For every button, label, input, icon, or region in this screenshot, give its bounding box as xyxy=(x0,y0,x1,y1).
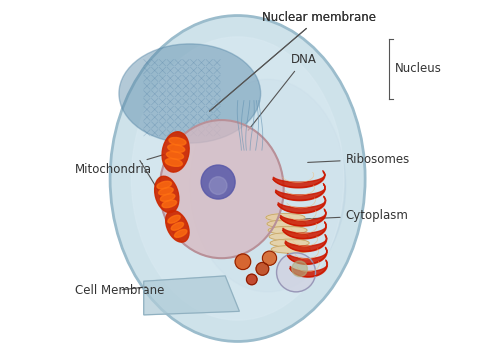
Ellipse shape xyxy=(110,16,365,341)
Circle shape xyxy=(235,254,250,270)
Ellipse shape xyxy=(158,187,173,195)
Text: Mitochondria: Mitochondria xyxy=(74,155,164,176)
Text: Nucleus: Nucleus xyxy=(395,62,442,75)
Ellipse shape xyxy=(169,137,186,145)
Text: Nuclear membrane: Nuclear membrane xyxy=(210,11,376,111)
Ellipse shape xyxy=(174,230,187,237)
Text: DNA: DNA xyxy=(248,53,316,130)
Ellipse shape xyxy=(190,79,346,292)
Circle shape xyxy=(292,261,308,277)
Circle shape xyxy=(246,274,257,285)
Ellipse shape xyxy=(132,37,344,320)
Text: Cytoplasm: Cytoplasm xyxy=(300,209,408,222)
Ellipse shape xyxy=(168,215,180,223)
Text: Ribosomes: Ribosomes xyxy=(308,152,410,166)
Ellipse shape xyxy=(154,176,179,213)
Ellipse shape xyxy=(267,220,306,228)
Ellipse shape xyxy=(269,233,308,241)
Ellipse shape xyxy=(166,211,189,242)
Ellipse shape xyxy=(166,151,184,159)
Text: Nuclear membrane: Nuclear membrane xyxy=(210,11,376,111)
Ellipse shape xyxy=(162,200,176,208)
Polygon shape xyxy=(144,276,240,315)
Circle shape xyxy=(276,253,316,292)
Circle shape xyxy=(201,165,235,199)
Ellipse shape xyxy=(270,239,309,247)
Ellipse shape xyxy=(160,194,175,201)
Ellipse shape xyxy=(165,159,182,166)
Ellipse shape xyxy=(168,145,185,152)
Circle shape xyxy=(262,251,276,265)
Ellipse shape xyxy=(162,132,189,172)
Ellipse shape xyxy=(268,226,307,234)
Circle shape xyxy=(210,177,227,195)
Ellipse shape xyxy=(157,181,172,189)
Text: Cell Membrane: Cell Membrane xyxy=(74,283,164,297)
Ellipse shape xyxy=(119,44,260,143)
Ellipse shape xyxy=(160,120,284,258)
Ellipse shape xyxy=(266,213,305,221)
Ellipse shape xyxy=(171,222,183,230)
Ellipse shape xyxy=(272,246,310,253)
Circle shape xyxy=(256,262,269,275)
